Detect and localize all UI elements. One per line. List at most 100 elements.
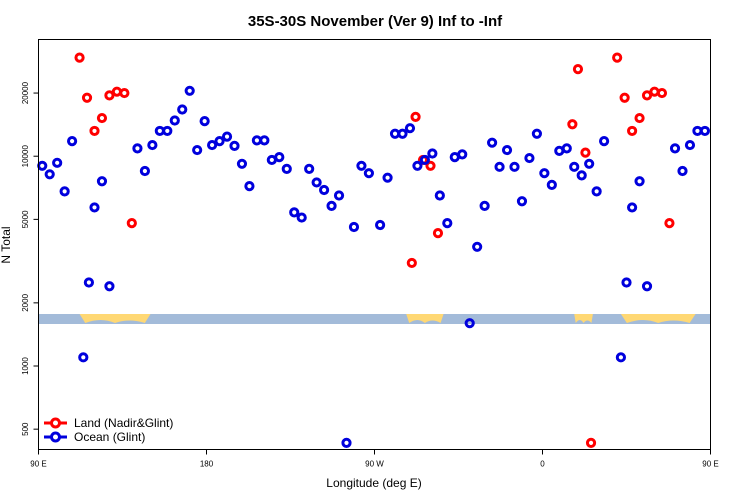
ocean-point	[326, 200, 337, 211]
land-point	[664, 217, 675, 229]
y-tick-label: 2000	[21, 293, 30, 311]
x-axis-label: Longitude (deg E)	[326, 476, 421, 490]
ocean-point	[621, 277, 632, 288]
ocean-point	[221, 131, 233, 142]
land-point	[81, 92, 93, 103]
ocean-point	[375, 219, 386, 231]
y-tick-label: 5000	[21, 210, 30, 228]
land-segment	[574, 314, 593, 323]
legend-ocean-label: Ocean (Glint)	[74, 430, 145, 444]
legend-land-label: Land (Nadir&Glint)	[74, 416, 173, 430]
ocean-point	[576, 170, 587, 181]
chart-title: 35S-30S November (Ver 9) Inf to -Inf	[248, 13, 503, 30]
ocean-point	[539, 168, 550, 179]
ocean-point	[397, 128, 408, 139]
ocean-point	[281, 163, 292, 175]
ocean-point	[104, 281, 115, 292]
ocean-point	[599, 136, 610, 147]
ocean-point	[244, 181, 255, 192]
ocean-point	[199, 116, 210, 127]
land-ocean-band	[38, 314, 711, 324]
ocean-point	[89, 202, 100, 213]
ocean-point	[147, 139, 158, 151]
land-point	[634, 112, 645, 124]
ocean-point	[546, 179, 557, 190]
legend-land-marker	[50, 417, 61, 429]
land-point	[406, 257, 417, 269]
ocean-point	[162, 125, 173, 137]
y-tick-label: 10000	[21, 145, 30, 168]
land-point	[425, 160, 436, 171]
ocean-point	[419, 154, 430, 166]
ocean-point	[584, 158, 595, 169]
ocean-point	[412, 160, 423, 171]
land-point	[572, 64, 584, 75]
ocean-point	[457, 149, 468, 160]
ocean-point	[304, 163, 315, 175]
ocean-point	[333, 190, 345, 201]
ocean-point	[677, 165, 688, 177]
ocean-point	[348, 221, 360, 233]
land-series	[74, 52, 675, 449]
ocean-point	[494, 161, 505, 172]
plot-frame	[38, 39, 711, 450]
ocean-point	[184, 85, 195, 96]
ocean-point	[37, 160, 48, 171]
ocean-point	[641, 281, 653, 292]
ocean-point	[132, 143, 143, 154]
legend-ocean-marker	[50, 431, 61, 443]
land-segment	[406, 314, 444, 323]
ocean-point	[214, 136, 225, 147]
land-point	[656, 87, 668, 99]
ocean-point	[236, 158, 248, 169]
ocean-series	[37, 85, 711, 449]
land-point	[89, 125, 100, 137]
ocean-point	[501, 144, 513, 156]
ocean-point	[669, 143, 681, 154]
x-tick-label: 0	[540, 460, 545, 469]
land-point	[580, 147, 591, 158]
ocean-point	[341, 437, 352, 449]
land-segment	[79, 314, 151, 323]
ocean-point	[487, 137, 498, 148]
x-tick-label: 180	[200, 460, 214, 469]
ocean-point	[627, 202, 638, 213]
ocean-point	[382, 172, 393, 183]
land-point	[119, 87, 130, 99]
ocean-point	[356, 160, 367, 171]
ocean-point	[464, 318, 475, 329]
ocean-point	[516, 196, 528, 207]
ocean-point	[319, 184, 330, 196]
ocean-point	[569, 161, 580, 172]
ocean-point	[177, 104, 188, 115]
ocean-point	[531, 128, 543, 139]
ocean-point	[684, 139, 696, 151]
data-points	[37, 52, 711, 449]
ocean-point	[634, 176, 645, 187]
ocean-point	[615, 352, 627, 363]
ocean-point	[169, 115, 180, 126]
land-point	[410, 111, 421, 122]
y-axis-label: N Total	[0, 226, 13, 263]
land-point	[612, 52, 623, 63]
ocean-point	[509, 161, 520, 172]
land-point	[96, 112, 108, 124]
ocean-point	[192, 144, 203, 156]
ocean-point	[472, 241, 483, 252]
ocean-band	[38, 314, 711, 324]
ocean-point	[52, 157, 63, 168]
ocean-point	[96, 176, 108, 187]
ocean-point	[139, 165, 150, 177]
x-tick-label: 90 W	[365, 460, 384, 469]
ocean-point	[699, 125, 711, 137]
axes: 90 E 180 90 W 0 90 E 500 1000 2000 5000 10000 2000…	[21, 81, 719, 468]
land-point	[641, 90, 653, 101]
ocean-point	[78, 352, 89, 363]
ocean-point	[427, 148, 438, 159]
y-tick-label: 1000	[21, 357, 30, 375]
ocean-point	[442, 217, 453, 229]
ocean-point	[524, 152, 535, 164]
ocean-point	[259, 135, 270, 146]
land-segment	[620, 314, 696, 323]
ocean-point	[44, 169, 55, 180]
